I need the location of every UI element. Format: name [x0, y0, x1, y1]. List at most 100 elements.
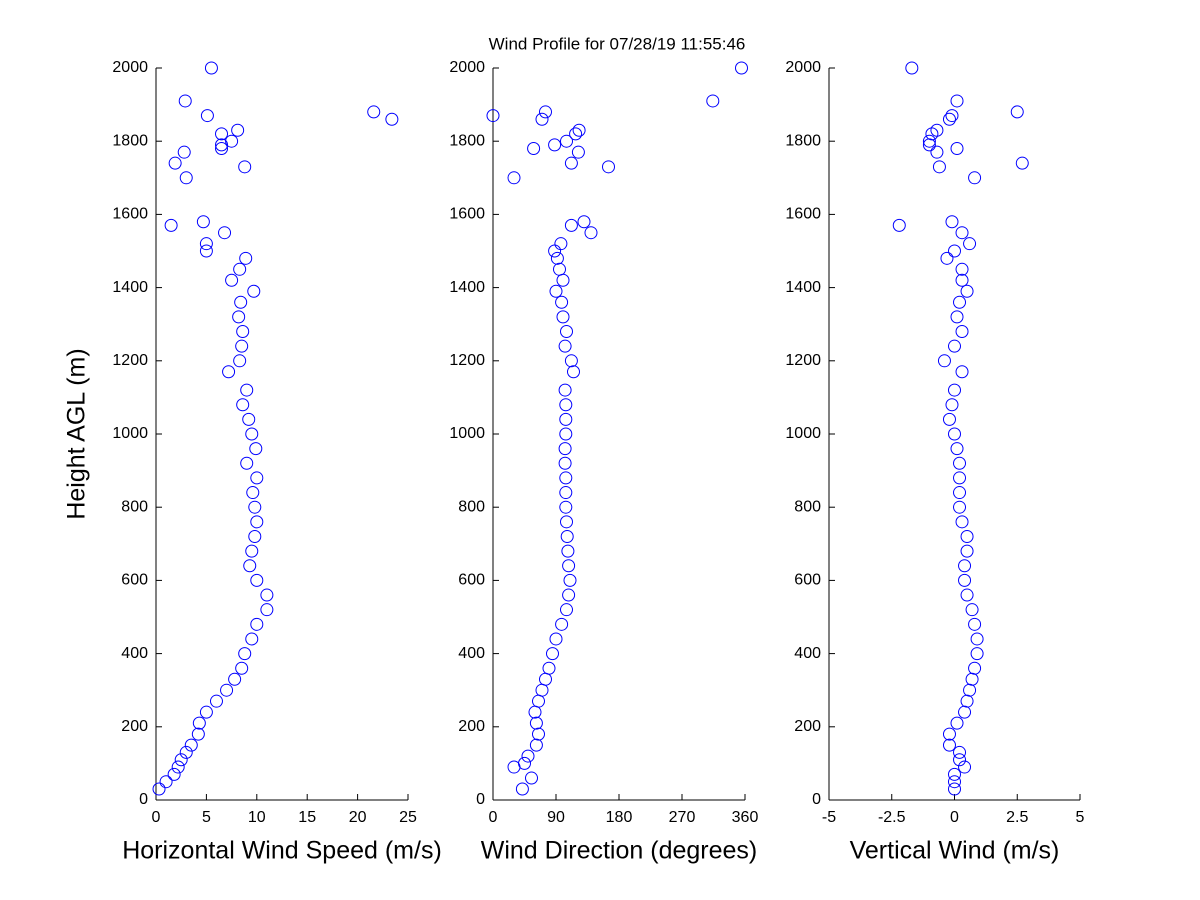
data-point	[486, 109, 500, 123]
data-point	[953, 456, 967, 470]
data-point	[948, 383, 961, 397]
data-point	[555, 295, 569, 309]
data-point	[178, 94, 192, 108]
data-point	[260, 588, 274, 602]
data-point	[215, 127, 229, 141]
data-point	[960, 284, 974, 298]
data-point	[235, 339, 249, 353]
data-point	[559, 471, 573, 485]
data-point	[569, 127, 583, 141]
data-point	[231, 123, 245, 137]
data-point	[948, 767, 961, 781]
data-point	[564, 354, 578, 368]
data-point	[220, 683, 234, 697]
data-point	[546, 647, 559, 661]
data-point	[200, 109, 214, 123]
data-point	[518, 756, 531, 770]
data-point	[152, 782, 166, 796]
x-axis-label: Vertical Wind (m/s)	[850, 837, 1060, 865]
data-point	[235, 661, 249, 675]
y-tick-label: 1200	[112, 352, 148, 369]
y-tick-label: 1400	[449, 279, 485, 296]
data-point	[958, 573, 972, 587]
data-point	[215, 138, 229, 152]
data-point	[1015, 156, 1029, 170]
data-point	[930, 145, 944, 159]
data-point	[948, 339, 961, 353]
data-point	[168, 156, 182, 170]
data-point	[529, 716, 543, 730]
data-point	[562, 588, 576, 602]
y-tick-label: 600	[458, 572, 485, 589]
data-point	[233, 262, 247, 276]
data-point	[950, 142, 964, 156]
data-point	[953, 500, 967, 514]
data-point	[560, 529, 574, 543]
y-tick-label: 1800	[112, 132, 148, 149]
data-point	[245, 632, 259, 646]
x-tick-label: 2.5	[1006, 809, 1028, 826]
x-tick-label: -2.5	[878, 809, 906, 826]
y-tick-label: 2000	[785, 59, 821, 76]
data-point	[932, 160, 946, 174]
data-point	[948, 427, 961, 441]
data-point	[250, 617, 264, 631]
data-point	[930, 123, 944, 137]
data-point	[209, 694, 223, 708]
data-point	[236, 325, 250, 339]
y-tick-label: 1400	[785, 279, 821, 296]
data-point	[238, 160, 252, 174]
data-point	[507, 171, 521, 185]
y-tick-label: 600	[794, 572, 821, 589]
data-point	[250, 471, 264, 485]
data-point	[171, 760, 185, 774]
data-point	[958, 760, 972, 774]
x-tick-label: 180	[606, 809, 633, 826]
x-tick-label: 10	[248, 809, 266, 826]
data-point	[577, 215, 591, 229]
data-point	[560, 325, 573, 339]
data-point	[958, 559, 972, 573]
y-tick-label: 800	[121, 498, 148, 515]
data-point	[940, 251, 954, 265]
data-point	[159, 775, 173, 789]
data-point	[367, 105, 381, 119]
data-point	[243, 559, 257, 573]
x-tick-label: 5	[1076, 809, 1085, 826]
data-point	[184, 738, 198, 752]
x-tick-label: -5	[822, 809, 836, 826]
data-point	[892, 218, 906, 232]
data-point	[549, 632, 563, 646]
data-point	[199, 237, 213, 251]
data-point	[548, 138, 562, 152]
x-tick-label: 15	[298, 809, 316, 826]
x-axis-label: Wind Direction (degrees)	[481, 837, 758, 865]
data-point	[555, 617, 569, 631]
data-point	[215, 142, 229, 156]
x-axis-label: Horizontal Wind Speed (m/s)	[122, 837, 442, 865]
data-point	[948, 782, 961, 796]
x-tick-label: 20	[349, 809, 367, 826]
data-point	[250, 573, 264, 587]
data-point	[228, 672, 242, 686]
data-point	[236, 398, 250, 412]
data-point	[953, 753, 967, 767]
data-point	[955, 365, 969, 379]
data-point	[955, 226, 969, 240]
data-point	[196, 215, 210, 229]
data-point	[232, 310, 246, 324]
data-point	[179, 171, 193, 185]
x-tick-label: 0	[152, 809, 161, 826]
data-point	[968, 661, 982, 675]
y-tick-label: 800	[458, 498, 485, 515]
data-point	[571, 145, 585, 159]
data-point	[559, 500, 573, 514]
y-tick-label: 2000	[112, 59, 148, 76]
data-point	[245, 544, 259, 558]
y-tick-label: 1000	[785, 425, 821, 442]
data-point	[567, 365, 580, 379]
data-point	[953, 471, 967, 485]
y-tick-label: 1000	[449, 425, 485, 442]
data-point	[564, 156, 578, 170]
